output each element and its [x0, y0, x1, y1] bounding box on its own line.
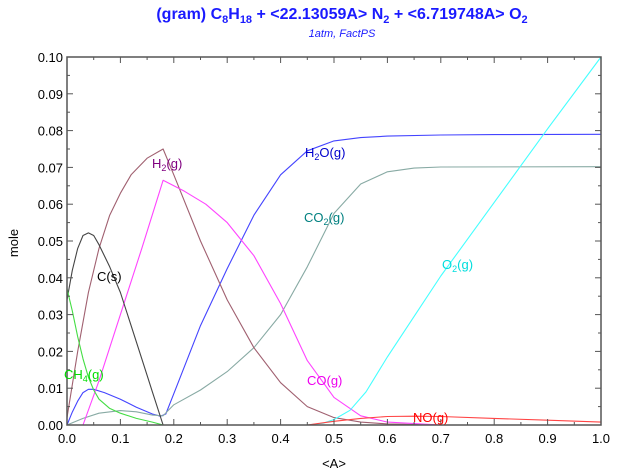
x-tick-label: 0.3 — [218, 431, 236, 446]
x-tick-label: 0.9 — [539, 431, 557, 446]
y-tick-label: 0.09 — [38, 87, 63, 102]
x-tick-label: 0.8 — [485, 431, 503, 446]
title-text: + <6.719748A> O — [389, 6, 521, 23]
title-text: + <22.13059A> N — [252, 6, 383, 23]
title-subscript: 2 — [383, 14, 389, 26]
series-line-cog — [67, 179, 441, 426]
x-axis-label: <A> — [322, 456, 346, 471]
x-tick-label: 0.4 — [272, 431, 290, 446]
title-subscript: 18 — [240, 14, 252, 26]
y-tick-label: 0.04 — [38, 271, 63, 286]
series-line-nog — [307, 415, 602, 426]
y-axis-label: mole — [6, 229, 21, 257]
y-tick-label: 0.02 — [38, 344, 63, 359]
series-line-h2g — [66, 148, 441, 426]
y-tick-label: 0.03 — [38, 308, 63, 323]
series-label: O2​(g) — [442, 257, 473, 274]
ticks-layer: 0.0 0.1 0.2 0.3 0.4 0.5 0.6 0.7 0.8 0.9 1.0 0.00 0.0… — [38, 50, 610, 446]
series-line-ch4g — [66, 288, 164, 426]
series-label: CH4​(g) — [64, 367, 104, 384]
x-tick-label: 0.0 — [58, 431, 76, 446]
y-tick-label: 0.06 — [38, 197, 63, 212]
y-tick-label: 0.10 — [38, 50, 63, 65]
series-line-o2g — [307, 56, 602, 426]
x-tick-label: 0.7 — [432, 431, 450, 446]
title-subscript: 8 — [222, 14, 228, 26]
y-tick-label: 0.07 — [38, 160, 63, 175]
series-line-co2g — [66, 166, 602, 426]
series-label: C(s) — [97, 269, 122, 284]
x-tick-label: 0.5 — [325, 431, 343, 446]
series-layer — [66, 56, 602, 426]
series-label: NO(g) — [413, 410, 448, 425]
series-label: CO(g) — [307, 373, 342, 388]
series-label: H2​O(g) — [305, 145, 345, 162]
x-tick-label: 0.6 — [378, 431, 396, 446]
x-tick-label: 0.1 — [111, 431, 129, 446]
x-tick-label: 0.2 — [165, 431, 183, 446]
series-line-cs — [66, 232, 164, 426]
title-subscript: 2 — [522, 14, 528, 26]
plot-frame — [66, 56, 602, 426]
series-labels: H2​O(g) CO2​(g) H2​(g) CO(g) C(s) CH4​(g) O2​(… — [64, 145, 473, 425]
y-tick-label: 0.00 — [38, 418, 63, 433]
x-tick-label: 1.0 — [592, 431, 610, 446]
series-label: CO2​(g) — [304, 210, 344, 227]
chart-subtitle: 1atm, FactPS — [309, 28, 376, 40]
chart-title: (gram) C8​H18​ + <22.13059A> N2​ + <6.71… — [156, 6, 527, 26]
title-text: (gram) C — [156, 6, 222, 23]
y-tick-label: 0.08 — [38, 124, 63, 139]
series-line-h2og — [66, 133, 602, 426]
title-text: H — [228, 6, 240, 23]
y-tick-label: 0.01 — [38, 381, 63, 396]
series-label: H2​(g) — [152, 156, 182, 173]
y-tick-label: 0.05 — [38, 234, 63, 249]
